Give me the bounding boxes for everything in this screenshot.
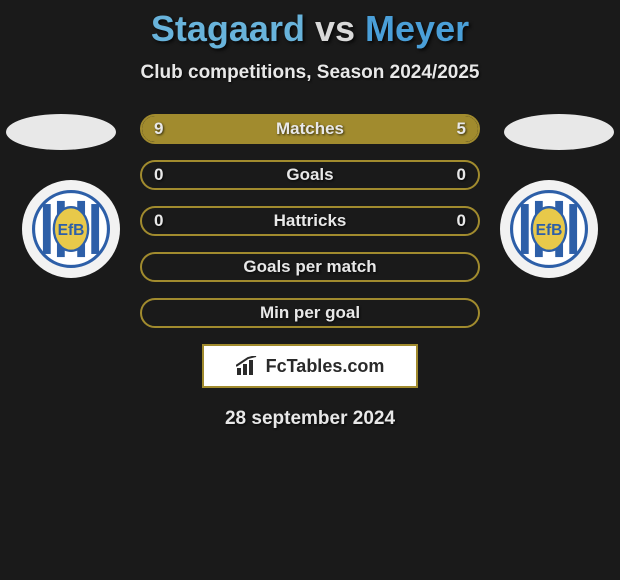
stat-row: 9 5 Matches: [140, 114, 480, 144]
right-ellipse: [504, 114, 614, 150]
svg-text:EfB: EfB: [536, 222, 563, 239]
subtitle: Club competitions, Season 2024/2025: [0, 62, 620, 84]
club-logo-icon: EfB: [32, 190, 110, 268]
stat-value-left: 9: [154, 119, 163, 139]
brand-text: FcTables.com: [266, 356, 385, 377]
left-ellipse: [6, 114, 116, 150]
right-club-badge: EfB: [500, 180, 598, 278]
svg-text:EfB: EfB: [58, 222, 85, 239]
player1-name: Stagaard: [151, 8, 305, 49]
chart-icon: [236, 356, 260, 376]
stat-row: Min per goal: [140, 298, 480, 328]
stat-value-left: 0: [154, 211, 163, 231]
stat-label: Min per goal: [260, 303, 360, 323]
left-club-badge: EfB: [22, 180, 120, 278]
stat-rows-container: 9 5 Matches 0 0 Goals 0 0 Hattricks Goals per mat…: [140, 114, 480, 328]
vs-text: vs: [315, 8, 355, 49]
comparison-title: Stagaard vs Meyer: [0, 0, 620, 50]
stat-label: Goals per match: [243, 257, 376, 277]
player2-name: Meyer: [365, 8, 469, 49]
stat-row: 0 0 Goals: [140, 160, 480, 190]
stat-row: Goals per match: [140, 252, 480, 282]
brand-box: FcTables.com: [202, 344, 418, 388]
stat-label: Goals: [286, 165, 333, 185]
stat-value-right: 0: [457, 211, 466, 231]
club-logo-icon: EfB: [510, 190, 588, 268]
stat-value-right: 0: [457, 165, 466, 185]
stat-row: 0 0 Hattricks: [140, 206, 480, 236]
stat-label: Hattricks: [274, 211, 347, 231]
stat-value-right: 5: [457, 119, 466, 139]
content-area: EfB EfB 9 5 Matches 0 0 Goals 0 0 Hattricks Goals…: [0, 114, 620, 430]
date-text: 28 september 2024: [0, 408, 620, 430]
stat-value-left: 0: [154, 165, 163, 185]
stat-label: Matches: [276, 119, 344, 139]
